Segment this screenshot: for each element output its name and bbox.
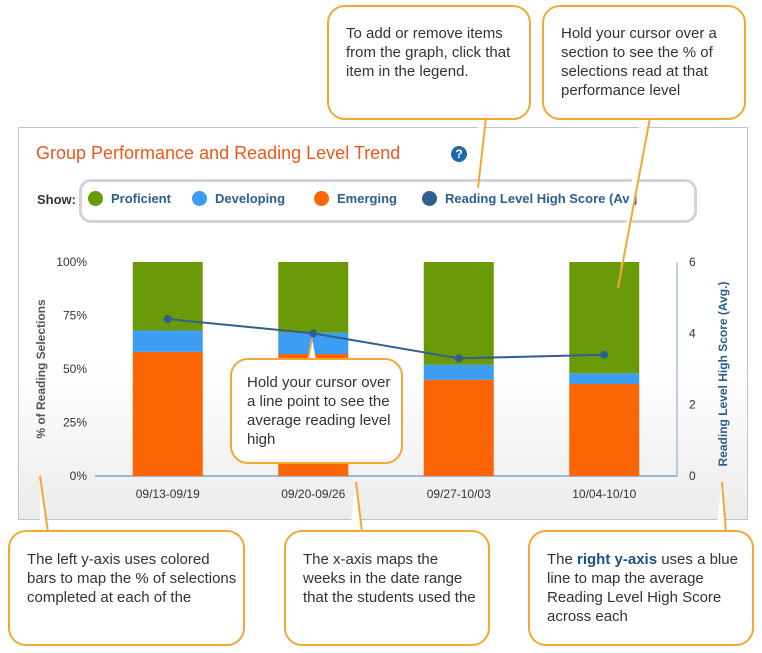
callout-legend-tip: To add or remove items from the graph, c… bbox=[327, 5, 531, 120]
help-icon[interactable]: ? bbox=[451, 146, 467, 162]
y-tick-label: 100% bbox=[56, 255, 87, 269]
reading-level-point-2 bbox=[309, 329, 318, 338]
y-tick-label: 0% bbox=[70, 469, 88, 483]
y-axis-title: % of Reading Selections bbox=[34, 299, 48, 439]
callout-right-axis-accent: right y-axis bbox=[577, 551, 658, 568]
legend-label-reading-level: Reading Level High Score (Avg bbox=[445, 191, 638, 206]
reading-level-line bbox=[167, 318, 605, 360]
bar-developing-4 bbox=[569, 373, 640, 384]
callout-left-axis-tip: The left y-axis uses colored bars to map… bbox=[8, 530, 245, 646]
legend-dot-developing bbox=[192, 191, 207, 206]
bar-emerging-3 bbox=[423, 379, 494, 476]
bar-developing-3 bbox=[423, 364, 494, 380]
callout-right-axis-tip: The right y-axis uses a blue line to map… bbox=[528, 530, 754, 646]
callout-legend-tip-text: To add or remove items from the graph, c… bbox=[346, 25, 511, 80]
y2-axis-title: Reading Level High Score (Avg.) bbox=[716, 282, 730, 467]
callout-section-tip-text: Hold your cursor over a section to see t… bbox=[561, 25, 717, 99]
bar-developing-1 bbox=[132, 330, 203, 352]
bar-proficient-2 bbox=[278, 262, 349, 333]
callout-line-point-tip-text: Hold your cursor over a line point to se… bbox=[247, 374, 391, 448]
legend-label-developing: Developing bbox=[215, 191, 286, 206]
reading-level-point-1 bbox=[163, 315, 172, 324]
callout-tail-legend bbox=[477, 117, 487, 189]
x-tick-label: 10/04-10/10 bbox=[572, 487, 636, 501]
legend-label-emerging: Emerging bbox=[337, 191, 397, 206]
y-tick-label: 50% bbox=[63, 362, 87, 376]
callout-tail-x-axis bbox=[350, 481, 363, 533]
chart-title: Group Performance and Reading Level Tren… bbox=[36, 143, 401, 163]
callout-x-axis-tip: The x-axis maps the weeks in the date ra… bbox=[284, 530, 490, 646]
bar-emerging-1 bbox=[132, 351, 203, 476]
x-tick-label: 09/20-09/26 bbox=[281, 487, 345, 501]
legend-dot-proficient bbox=[88, 191, 103, 206]
y2-tick-label: 4 bbox=[689, 326, 696, 340]
y2-tick-label: 0 bbox=[689, 469, 696, 483]
y2-tick-label: 2 bbox=[689, 398, 696, 412]
bar-developing-2 bbox=[278, 332, 349, 355]
callout-left-axis-tip-text: The left y-axis uses colored bars to map… bbox=[27, 551, 237, 606]
callout-right-axis-tip-text: The right y-axis uses a blue line to map… bbox=[547, 550, 747, 626]
x-tick-label: 09/27-10/03 bbox=[427, 487, 491, 501]
callout-x-axis-tip-text: The x-axis maps the weeks in the date ra… bbox=[303, 551, 476, 606]
legend-dot-emerging bbox=[314, 191, 329, 206]
legend-label-proficient: Proficient bbox=[111, 191, 171, 206]
callout-section-tip: Hold your cursor over a section to see t… bbox=[542, 5, 746, 120]
legend-dot-reading-level bbox=[422, 191, 437, 206]
callout-line-point-tip: Hold your cursor over a line point to se… bbox=[230, 358, 403, 464]
reading-level-point-3 bbox=[454, 354, 463, 363]
x-tick-label: 09/13-09/19 bbox=[136, 487, 200, 501]
reading-level-point-4 bbox=[600, 350, 609, 359]
legend-box bbox=[79, 179, 697, 223]
bar-emerging-4 bbox=[569, 383, 640, 476]
y-tick-label: 75% bbox=[63, 309, 87, 323]
y-tick-label: 25% bbox=[63, 416, 87, 430]
callout-tail-right-axis bbox=[716, 481, 727, 533]
callout-tail-left-axis bbox=[39, 475, 49, 533]
callout-right-axis-prefix: The bbox=[547, 551, 578, 568]
y2-tick-label: 6 bbox=[689, 255, 696, 269]
legend-show-label: Show: bbox=[37, 192, 76, 207]
bar-proficient-3 bbox=[423, 262, 494, 365]
callout-right-axis-rest: uses a blue line to map the average Read… bbox=[547, 551, 738, 625]
